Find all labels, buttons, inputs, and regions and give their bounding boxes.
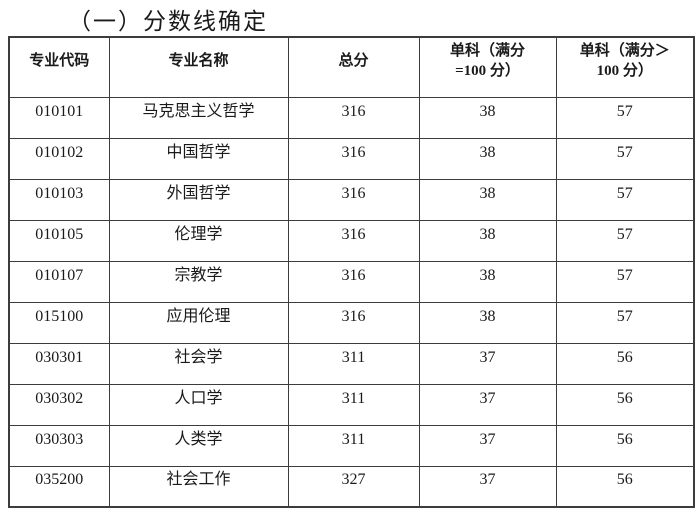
- cell-single-subject-full-100: 37: [418, 424, 557, 467]
- cell-major-name: 外国哲学: [108, 178, 289, 221]
- cell-major-name: 社会工作: [108, 465, 289, 508]
- cell-major-code: 035200: [8, 465, 110, 508]
- cell-single-subject-over-100: 56: [555, 424, 695, 467]
- cell-major-code: 010107: [8, 260, 110, 303]
- cell-single-subject-full-100: 38: [418, 178, 557, 221]
- cell-major-code: 010101: [8, 96, 110, 139]
- cell-single-subject-full-100: 37: [418, 383, 557, 426]
- cell-total-score: 327: [287, 465, 420, 508]
- cell-major-code: 015100: [8, 301, 110, 344]
- cell-major-name: 马克思主义哲学: [108, 96, 289, 139]
- cell-single-subject-full-100: 37: [418, 342, 557, 385]
- cell-single-subject-over-100: 57: [555, 260, 695, 303]
- cell-total-score: 316: [287, 301, 420, 344]
- cell-major-name: 应用伦理: [108, 301, 289, 344]
- table-row: 010101 马克思主义哲学 316 38 57: [8, 96, 695, 139]
- table-row: 010103 外国哲学 316 38 57: [8, 178, 695, 221]
- cell-single-subject-full-100: 38: [418, 260, 557, 303]
- table-row: 030303 人类学 311 37 56: [8, 424, 695, 467]
- header-cell-major-code: 专业代码: [8, 36, 110, 98]
- cell-major-code: 030303: [8, 424, 110, 467]
- cell-major-code: 030302: [8, 383, 110, 426]
- header-row: 专业代码 专业名称 总分 单科（满分 =100 分） 单科（满分＞ 100 分）: [8, 36, 695, 98]
- section-title: （一）分数线确定: [68, 9, 268, 34]
- cell-single-subject-over-100: 57: [555, 219, 695, 262]
- cell-single-subject-full-100: 38: [418, 96, 557, 139]
- cell-major-name: 人口学: [108, 383, 289, 426]
- table-row: 010107 宗教学 316 38 57: [8, 260, 695, 303]
- cell-single-subject-over-100: 56: [555, 465, 695, 508]
- cell-major-name: 中国哲学: [108, 137, 289, 180]
- table-row: 035200 社会工作 327 37 56: [8, 465, 695, 508]
- table-row: 015100 应用伦理 316 38 57: [8, 301, 695, 344]
- header-cell-major-name: 专业名称: [108, 36, 289, 98]
- cell-single-subject-full-100: 38: [418, 137, 557, 180]
- cell-single-subject-over-100: 57: [555, 137, 695, 180]
- cell-major-code: 010103: [8, 178, 110, 221]
- cell-total-score: 316: [287, 260, 420, 303]
- table-row: 030301 社会学 311 37 56: [8, 342, 695, 385]
- cell-major-name: 宗教学: [108, 260, 289, 303]
- cell-single-subject-full-100: 38: [418, 301, 557, 344]
- cell-total-score: 316: [287, 137, 420, 180]
- cell-total-score: 316: [287, 219, 420, 262]
- cell-single-subject-full-100: 38: [418, 219, 557, 262]
- cell-major-code: 010102: [8, 137, 110, 180]
- header-cell-single-subject-over-100: 单科（满分＞ 100 分）: [555, 36, 695, 98]
- cell-single-subject-over-100: 57: [555, 96, 695, 139]
- cell-single-subject-over-100: 56: [555, 342, 695, 385]
- score-table: 专业代码 专业名称 总分 单科（满分 =100 分） 单科（满分＞ 100 分） 010…: [8, 36, 695, 508]
- cell-single-subject-over-100: 57: [555, 178, 695, 221]
- cell-total-score: 311: [287, 424, 420, 467]
- cell-single-subject-over-100: 56: [555, 383, 695, 426]
- cell-major-code: 030301: [8, 342, 110, 385]
- table-row: 010105 伦理学 316 38 57: [8, 219, 695, 262]
- cell-total-score: 311: [287, 342, 420, 385]
- cell-single-subject-full-100: 37: [418, 465, 557, 508]
- cell-total-score: 316: [287, 178, 420, 221]
- cell-major-code: 010105: [8, 219, 110, 262]
- table-row: 030302 人口学 311 37 56: [8, 383, 695, 426]
- table-row: 010102 中国哲学 316 38 57: [8, 137, 695, 180]
- cell-single-subject-over-100: 57: [555, 301, 695, 344]
- cell-total-score: 311: [287, 383, 420, 426]
- cell-major-name: 伦理学: [108, 219, 289, 262]
- cell-major-name: 社会学: [108, 342, 289, 385]
- cell-total-score: 316: [287, 96, 420, 139]
- cell-major-name: 人类学: [108, 424, 289, 467]
- header-cell-total-score: 总分: [287, 36, 420, 98]
- header-cell-single-subject-full-100: 单科（满分 =100 分）: [418, 36, 557, 98]
